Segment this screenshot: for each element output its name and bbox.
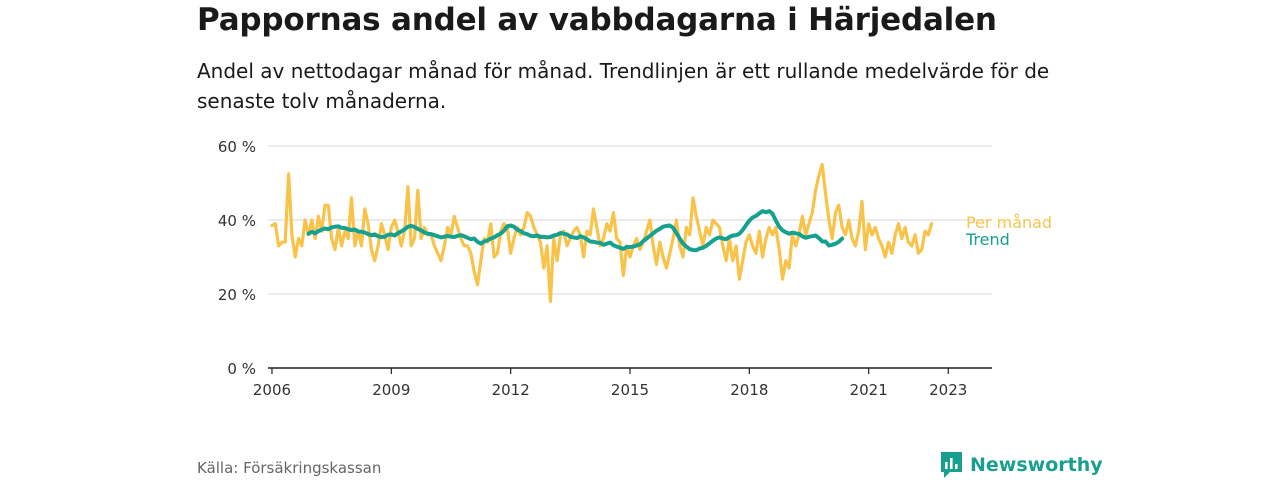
y-tick-label: 20 % [218, 286, 256, 304]
series-label-trend: Trend [965, 230, 1010, 249]
series-label-per-manad: Per månad [966, 213, 1052, 232]
source-note: Källa: Försäkringskassan [197, 459, 382, 477]
x-tick-label: 2018 [730, 381, 768, 399]
x-tick-label: 2021 [850, 381, 888, 399]
x-tick-label: 2023 [929, 381, 967, 399]
brand-name: Newsworthy [970, 454, 1103, 476]
chart-subtitle: Andel av nettodagar månad för månad. Tre… [197, 59, 1050, 113]
y-tick-label: 40 % [218, 212, 256, 230]
chart-title: Pappornas andel av vabbdagarna i Härjeda… [197, 2, 997, 38]
brand-logo[interactable]: Newsworthy [940, 451, 1103, 479]
y-tick-label: 60 % [218, 138, 256, 156]
x-tick-label: 2006 [253, 381, 291, 399]
x-tick-label: 2015 [611, 381, 649, 399]
x-tick-label: 2009 [372, 381, 410, 399]
newsworthy-logo-icon [941, 452, 962, 478]
trend-series-line [306, 209, 845, 253]
y-tick-label: 0 % [227, 360, 256, 378]
x-tick-label: 2012 [492, 381, 530, 399]
